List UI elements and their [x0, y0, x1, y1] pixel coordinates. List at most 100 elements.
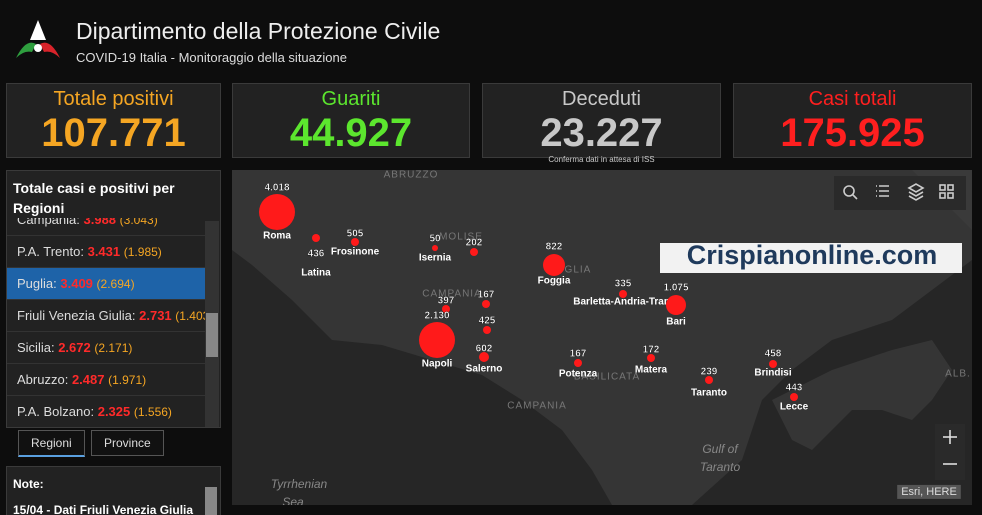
- map-point[interactable]: [312, 234, 320, 242]
- notes-title: Note:: [13, 477, 44, 491]
- point-city: Foggia: [538, 276, 571, 287]
- stat-card: Totale positivi 107.771: [6, 83, 221, 158]
- region-positive: (2.171): [94, 341, 133, 355]
- point-city: Brindisi: [754, 368, 791, 379]
- map-point[interactable]: [419, 322, 455, 358]
- map-point[interactable]: [647, 354, 655, 362]
- scrollbar: [205, 221, 219, 427]
- point-count: 443: [786, 383, 803, 394]
- point-count: 239: [701, 367, 718, 378]
- sea-label: Sea: [282, 495, 304, 505]
- map-point[interactable]: [470, 248, 478, 256]
- map: ABRUZZO MOLISE CAMPANIA PUGLIA BASILICATA CAM…: [232, 170, 972, 505]
- region-label: CAMPANIA: [507, 401, 567, 412]
- point-count: 2.130: [424, 311, 449, 322]
- map-point[interactable]: [259, 194, 295, 230]
- point-city: Barletta-Andria-Trani: [573, 297, 673, 308]
- region-positive: (2.694): [96, 277, 135, 291]
- stat-value: 175.925: [780, 111, 925, 155]
- map-point[interactable]: [351, 238, 359, 246]
- point-count: 436: [308, 249, 325, 260]
- sea-label: Taranto: [700, 460, 741, 474]
- stat-note: Conferma dati in attesa di ISS: [548, 155, 655, 164]
- title: Dipartimento della Protezione Civile: [76, 18, 441, 44]
- map-point[interactable]: [769, 360, 777, 368]
- region-total: 3.431: [87, 244, 121, 259]
- region-row[interactable]: P.A. Trento: 3.431 (1.985): [7, 236, 205, 268]
- region-row[interactable]: Campania: 3.988 (3.043): [7, 218, 205, 236]
- point-count: 50: [429, 234, 441, 245]
- region-name: Campania:: [17, 218, 80, 227]
- region-total: 2.487: [71, 372, 105, 387]
- region-row[interactable]: Abruzzo: 2.487 (1.971): [7, 364, 205, 396]
- list: Campania: 3.988 (3.043) P.A. Trento: 3.43…: [7, 218, 205, 427]
- region-positive: (1.556): [133, 405, 172, 419]
- region-row[interactable]: Friuli Venezia Giulia: 2.731 (1.403): [7, 300, 205, 332]
- region-label: MOLISE: [439, 232, 483, 243]
- scrollbar: [205, 487, 217, 515]
- point-city: Roma: [263, 231, 291, 242]
- point-count: 335: [615, 279, 632, 290]
- region-total: 3.409: [60, 276, 93, 291]
- point-city: Frosinone: [331, 247, 380, 258]
- map-point[interactable]: [619, 290, 627, 298]
- map-point[interactable]: [574, 359, 582, 367]
- map-point[interactable]: [705, 376, 713, 384]
- point-count: 167: [478, 290, 495, 301]
- point-count: 458: [765, 349, 782, 360]
- point-count: 822: [546, 242, 563, 253]
- point-city: Taranto: [691, 388, 727, 399]
- point-count: 397: [438, 296, 455, 307]
- map-point[interactable]: [442, 305, 450, 313]
- stat-value: 107.771: [41, 111, 186, 155]
- point-city: Latina: [301, 268, 331, 279]
- stat-card: Casi totali 175.925: [733, 83, 972, 158]
- subtitle: COVID-19 Italia - Monitoraggio della sit…: [76, 50, 347, 65]
- point-count: 425: [479, 316, 496, 327]
- stat-card: Guariti 44.927: [232, 83, 470, 158]
- regions-panel: Totale casi e positivi per Regioni Campa…: [6, 170, 221, 428]
- map-point[interactable]: [543, 254, 565, 276]
- region-name: Sicilia:: [17, 340, 55, 355]
- point-city: Matera: [635, 365, 668, 376]
- region-row[interactable]: Sicilia: 2.672 (2.171): [7, 332, 205, 364]
- map-point[interactable]: [666, 295, 686, 315]
- point-count: 167: [570, 349, 587, 360]
- stat-card: Deceduti 23.227 Conferma dati in attesa di…: [482, 83, 721, 164]
- attribution: Esri, HERE: [901, 486, 957, 498]
- attribution-bg: [897, 484, 961, 499]
- region-label: CAMPANIA: [422, 289, 482, 300]
- tab[interactable]: Province: [91, 430, 164, 456]
- sea-label: Gulf of: [702, 442, 739, 456]
- map-point[interactable]: [479, 352, 489, 362]
- panel-title: Totale casi e positivi per Regioni: [13, 180, 175, 216]
- region-label: PUGLIA: [549, 265, 592, 276]
- stat-value: 23.227: [540, 111, 663, 155]
- tab[interactable]: Regioni: [18, 430, 85, 457]
- stat-label: Deceduti: [562, 88, 641, 110]
- region-positive: (3.043): [119, 218, 158, 227]
- region-total: 2.672: [58, 340, 91, 355]
- region-positive: (1.971): [108, 373, 147, 387]
- stat-label: Totale positivi: [53, 88, 174, 110]
- point-city: Napoli: [422, 359, 453, 370]
- point-count: 4.018: [264, 183, 289, 194]
- region-positive: (1.985): [123, 245, 162, 259]
- stat-label: Guariti: [321, 88, 381, 110]
- region-label: ABRUZZO: [384, 170, 439, 181]
- region-positive: (1.403): [175, 309, 205, 323]
- region-name: Puglia:: [17, 276, 57, 291]
- point-count: 505: [347, 229, 364, 240]
- region-label: BASILICATA: [574, 372, 640, 383]
- notes-text: 15/04 - Dati Friuli Venezia Giulia: [13, 503, 194, 515]
- map-point[interactable]: [483, 326, 491, 334]
- region-row[interactable]: Puglia: 3.409 (2.694): [7, 268, 205, 300]
- logo: [16, 20, 60, 58]
- map-point[interactable]: [790, 393, 798, 401]
- map-point[interactable]: [482, 300, 490, 308]
- region-total: 2.731: [139, 308, 172, 323]
- region-row[interactable]: P.A. Bolzano: 2.325 (1.556): [7, 396, 205, 427]
- point-city: Salerno: [466, 364, 503, 375]
- map-point[interactable]: [432, 245, 438, 251]
